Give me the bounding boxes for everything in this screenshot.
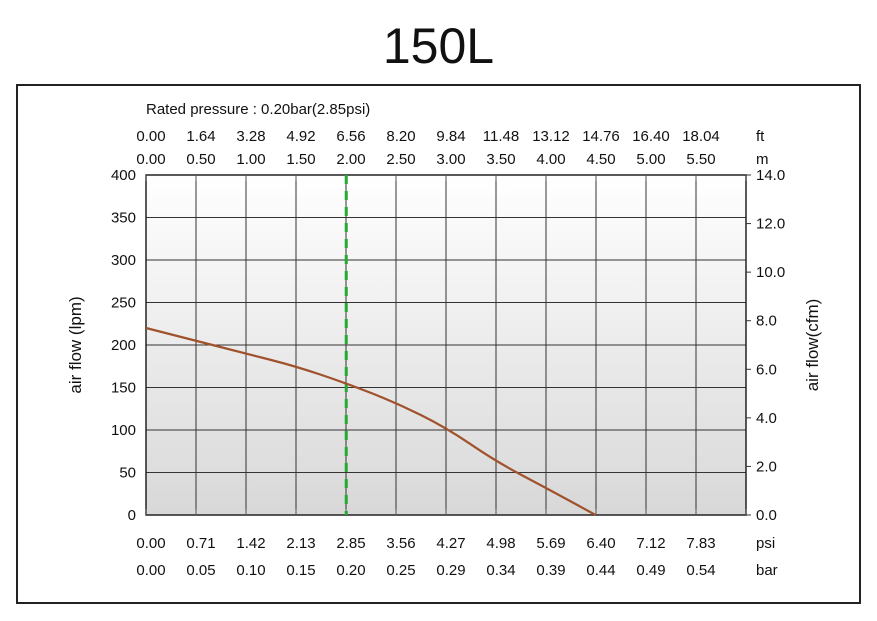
x-ft-tick-label: 9.84 xyxy=(436,128,465,145)
x-psi-tick-label: 3.56 xyxy=(386,535,415,552)
x-m-tick-label: 2.00 xyxy=(336,151,365,168)
y-right-tick-label: 2.0 xyxy=(756,458,777,475)
x-psi-tick-label: 5.69 xyxy=(536,535,565,552)
x-ft-tick-label: 11.48 xyxy=(483,128,519,145)
x-psi-tick-label: 1.42 xyxy=(236,535,265,552)
x-psi-tick-label: 0.00 xyxy=(136,535,165,552)
x-bar-tick-label: 0.29 xyxy=(436,562,465,579)
y-left-axis-label: air flow (lpm) xyxy=(66,296,85,393)
y-left-tick-label: 50 xyxy=(119,465,136,482)
x-m-tick-label: 4.50 xyxy=(586,151,615,168)
x-m-tick-label: 1.50 xyxy=(286,151,315,168)
chart: Rated pressure : 0.20bar(2.85psi) 0 50 100… xyxy=(66,101,822,579)
x-m-tick-label: 2.50 xyxy=(386,151,415,168)
y-left-tick-label: 300 xyxy=(111,252,136,269)
y-left-tick-label: 250 xyxy=(111,295,136,312)
x-bar-tick-label: 0.20 xyxy=(336,562,365,579)
x-psi-unit-label: psi xyxy=(756,535,775,552)
x-ft-tick-label: 0.00 xyxy=(136,128,165,145)
y-right-tick-label: 12.0 xyxy=(756,216,785,233)
x-ft-tick-label: 8.20 xyxy=(386,128,415,145)
x-psi-tick-label: 7.12 xyxy=(636,535,665,552)
x-bar-tick-label: 0.10 xyxy=(236,562,265,579)
x-m-tick-label: 3.00 xyxy=(436,151,465,168)
y-right-tick-label: 14.0 xyxy=(756,167,785,184)
x-psi-tick-label: 2.13 xyxy=(286,535,315,552)
y-right-tick-label: 8.0 xyxy=(756,313,777,330)
y-left-tick-label: 0 xyxy=(128,507,136,524)
x-psi-tick-label: 7.83 xyxy=(686,535,715,552)
x-ft-tick-label: 18.04 xyxy=(682,128,720,145)
x-bar-tick-label: 0.15 xyxy=(286,562,315,579)
chart-frame: Rated pressure : 0.20bar(2.85psi) 0 50 100… xyxy=(16,84,861,604)
x-m-tick-label: 3.50 xyxy=(486,151,515,168)
y-left-tick-label: 150 xyxy=(111,380,136,397)
x-bar-tick-label: 0.25 xyxy=(386,562,415,579)
x-m-tick-label: 0.50 xyxy=(186,151,215,168)
chart-title: 150L xyxy=(382,18,495,74)
x-psi-tick-label: 2.85 xyxy=(336,535,365,552)
x-psi-tick-label: 4.98 xyxy=(486,535,515,552)
x-bar-tick-label: 0.54 xyxy=(686,562,715,579)
x-ft-tick-label: 13.12 xyxy=(532,128,570,145)
y-left-tick-label: 100 xyxy=(111,422,136,439)
x-bar-tick-label: 0.39 xyxy=(536,562,565,579)
x-ft-tick-label: 6.56 xyxy=(336,128,365,145)
y-right-tick-label: 6.0 xyxy=(756,361,777,378)
x-psi-tick-label: 4.27 xyxy=(436,535,465,552)
x-bar-unit-label: bar xyxy=(756,562,778,579)
x-ft-tick-label: 14.76 xyxy=(582,128,620,145)
series-line xyxy=(145,326,597,516)
x-bar-tick-label: 0.00 xyxy=(136,562,165,579)
x-ft-tick-label: 1.64 xyxy=(186,128,215,145)
y-left-tick-label: 350 xyxy=(111,210,136,227)
x-psi-tick-label: 6.40 xyxy=(586,535,615,552)
x-bar-tick-label: 0.05 xyxy=(186,562,215,579)
x-ft-tick-label: 4.92 xyxy=(286,128,315,145)
chart-subtitle: Rated pressure : 0.20bar(2.85psi) xyxy=(146,101,370,118)
x-ft-tick-label: 16.40 xyxy=(632,128,670,145)
x-psi-tick-label: 0.71 xyxy=(186,535,215,552)
x-m-tick-label: 0.00 xyxy=(136,151,165,168)
x-m-tick-label: 5.00 xyxy=(636,151,665,168)
y-right-tick-label: 4.0 xyxy=(756,410,777,427)
y-right-tick-label: 10.0 xyxy=(756,264,785,281)
x-bar-tick-label: 0.34 xyxy=(486,562,515,579)
x-bar-tick-label: 0.44 xyxy=(586,562,615,579)
y-right-tick-label: 0.0 xyxy=(756,507,777,524)
x-m-tick-label: 1.00 xyxy=(236,151,265,168)
x-m-tick-label: 5.50 xyxy=(686,151,715,168)
x-m-tick-label: 4.00 xyxy=(536,151,565,168)
x-m-unit-label: m xyxy=(756,151,769,168)
x-ft-unit-label: ft xyxy=(756,128,765,145)
x-bar-tick-label: 0.49 xyxy=(636,562,665,579)
y-left-tick-label: 200 xyxy=(111,337,136,354)
y-left-tick-label: 400 xyxy=(111,167,136,184)
y-right-axis-label: air flow(cfm) xyxy=(803,299,822,392)
x-ft-tick-label: 3.28 xyxy=(236,128,265,145)
